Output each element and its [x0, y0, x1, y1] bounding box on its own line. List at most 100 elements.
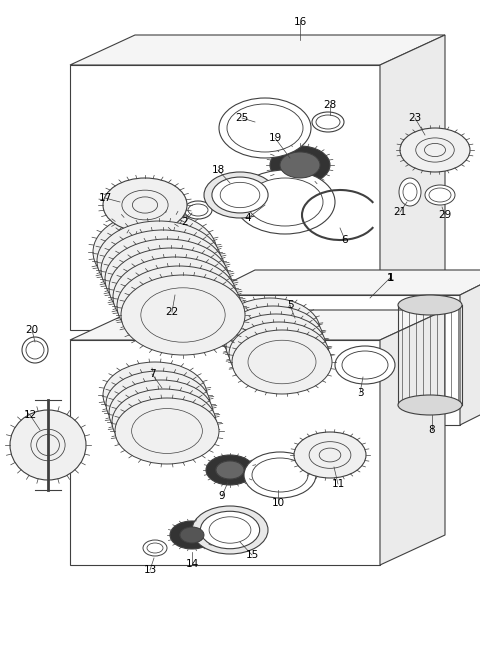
Polygon shape — [70, 35, 445, 65]
Ellipse shape — [112, 389, 216, 455]
Ellipse shape — [247, 178, 323, 226]
Ellipse shape — [226, 314, 326, 378]
Ellipse shape — [120, 373, 191, 417]
Ellipse shape — [188, 204, 208, 216]
Text: 23: 23 — [408, 113, 421, 123]
Ellipse shape — [242, 324, 310, 368]
Text: 16: 16 — [293, 17, 307, 27]
Ellipse shape — [36, 434, 60, 455]
Ellipse shape — [97, 221, 221, 301]
Ellipse shape — [232, 330, 332, 394]
Text: 8: 8 — [429, 425, 435, 435]
Ellipse shape — [192, 506, 268, 554]
Text: 25: 25 — [235, 113, 249, 123]
Ellipse shape — [239, 316, 307, 359]
Ellipse shape — [113, 225, 197, 279]
Ellipse shape — [200, 511, 260, 548]
Ellipse shape — [31, 429, 65, 461]
Ellipse shape — [121, 243, 205, 297]
Ellipse shape — [122, 382, 193, 426]
Text: 17: 17 — [98, 193, 112, 203]
Ellipse shape — [252, 458, 308, 492]
Text: 1: 1 — [386, 273, 394, 283]
Polygon shape — [205, 270, 480, 295]
Ellipse shape — [209, 517, 251, 543]
Ellipse shape — [398, 395, 462, 415]
Ellipse shape — [180, 527, 204, 543]
Text: 18: 18 — [211, 165, 225, 175]
Text: 21: 21 — [394, 207, 407, 217]
Ellipse shape — [206, 455, 254, 485]
Text: 20: 20 — [25, 325, 38, 335]
Text: 3: 3 — [357, 388, 363, 398]
Ellipse shape — [280, 152, 320, 178]
Ellipse shape — [212, 177, 268, 213]
Ellipse shape — [113, 257, 237, 337]
Ellipse shape — [137, 279, 221, 333]
Ellipse shape — [184, 201, 212, 219]
Ellipse shape — [235, 170, 335, 234]
Ellipse shape — [245, 332, 313, 376]
Ellipse shape — [101, 230, 225, 310]
Ellipse shape — [121, 275, 245, 355]
Ellipse shape — [22, 337, 48, 363]
Text: 10: 10 — [271, 498, 285, 508]
Ellipse shape — [93, 212, 217, 292]
Ellipse shape — [236, 308, 304, 352]
Polygon shape — [70, 310, 445, 340]
Ellipse shape — [129, 261, 213, 315]
Ellipse shape — [216, 461, 244, 479]
Text: 12: 12 — [24, 410, 36, 420]
Text: 7: 7 — [149, 369, 156, 379]
Ellipse shape — [223, 306, 323, 370]
Text: 11: 11 — [331, 479, 345, 489]
Ellipse shape — [115, 398, 219, 464]
Ellipse shape — [132, 197, 157, 213]
Ellipse shape — [220, 298, 320, 362]
Text: 2: 2 — [182, 217, 188, 227]
Text: 15: 15 — [245, 550, 259, 560]
Ellipse shape — [133, 270, 217, 324]
Ellipse shape — [335, 346, 395, 384]
Ellipse shape — [10, 410, 86, 480]
Ellipse shape — [216, 461, 244, 479]
Ellipse shape — [220, 182, 260, 208]
Polygon shape — [380, 310, 445, 565]
Ellipse shape — [141, 288, 225, 342]
Polygon shape — [70, 340, 380, 565]
Text: 19: 19 — [268, 133, 282, 143]
Ellipse shape — [219, 98, 311, 158]
Polygon shape — [70, 65, 380, 330]
Text: 4: 4 — [245, 213, 252, 223]
Ellipse shape — [170, 521, 214, 549]
Ellipse shape — [425, 185, 455, 205]
Ellipse shape — [109, 248, 233, 328]
Text: 5: 5 — [287, 300, 293, 310]
Ellipse shape — [105, 239, 229, 319]
Ellipse shape — [319, 448, 341, 462]
Ellipse shape — [403, 183, 417, 201]
Ellipse shape — [244, 452, 316, 498]
Ellipse shape — [280, 153, 320, 177]
Ellipse shape — [125, 252, 209, 306]
Ellipse shape — [424, 144, 445, 157]
Ellipse shape — [398, 295, 462, 315]
Ellipse shape — [248, 340, 316, 384]
Ellipse shape — [342, 351, 388, 379]
Text: 13: 13 — [144, 565, 156, 575]
Ellipse shape — [180, 527, 204, 543]
Ellipse shape — [416, 138, 454, 162]
Text: 28: 28 — [324, 100, 336, 110]
Ellipse shape — [106, 371, 210, 437]
Text: 29: 29 — [438, 210, 452, 220]
Ellipse shape — [147, 543, 163, 553]
Ellipse shape — [316, 115, 340, 129]
Text: 9: 9 — [219, 491, 225, 501]
Ellipse shape — [399, 178, 421, 206]
Ellipse shape — [429, 188, 451, 202]
Text: 14: 14 — [185, 559, 199, 569]
Polygon shape — [380, 35, 445, 330]
Ellipse shape — [117, 234, 201, 288]
Ellipse shape — [126, 390, 196, 436]
Polygon shape — [205, 295, 460, 425]
